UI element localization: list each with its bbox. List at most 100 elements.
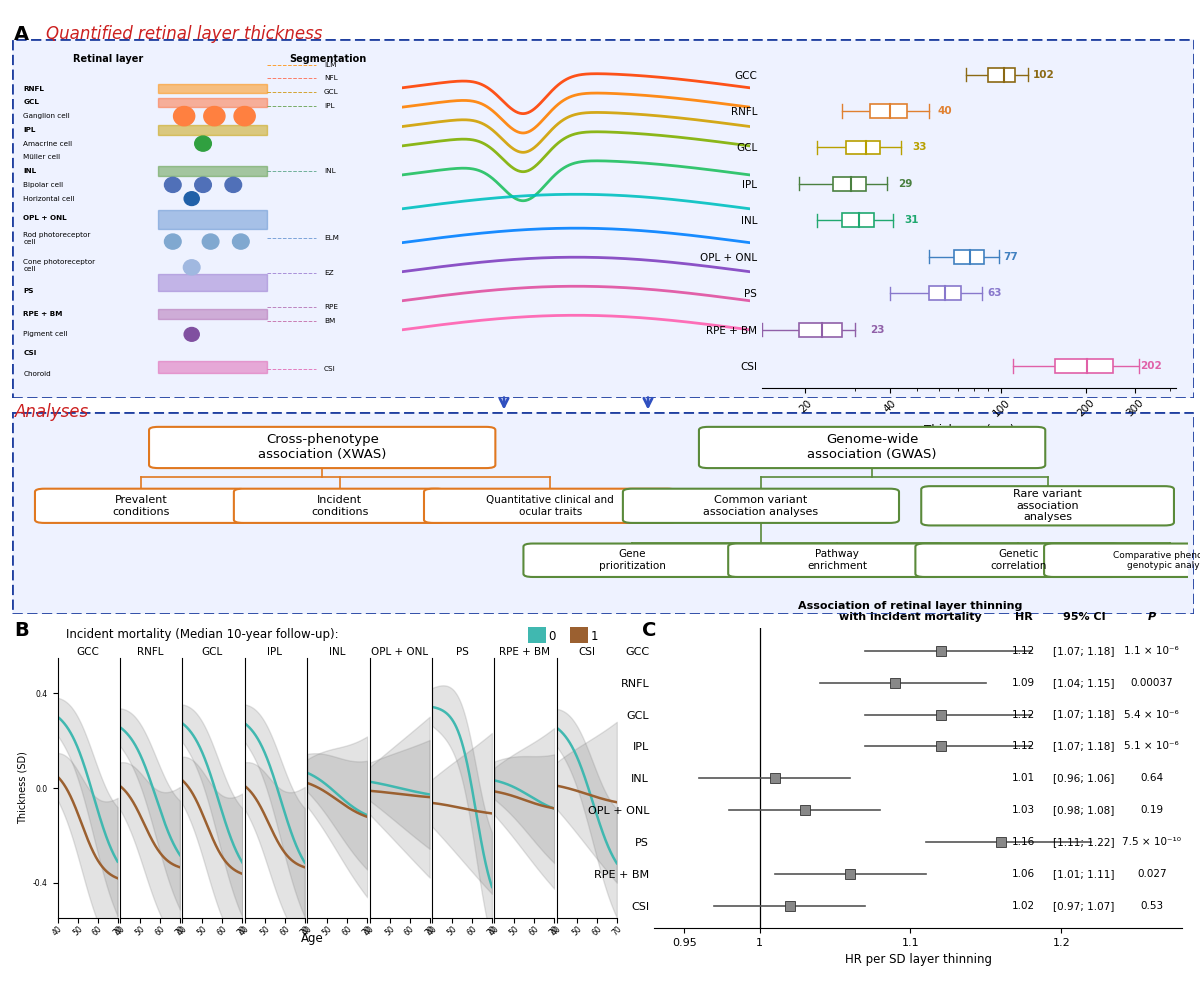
X-axis label: Thickness (μm): Thickness (μm) bbox=[924, 424, 1014, 437]
Text: NFL: NFL bbox=[324, 76, 337, 82]
Text: [1.07; 1.18]: [1.07; 1.18] bbox=[1054, 741, 1115, 751]
Text: C: C bbox=[642, 621, 656, 639]
Circle shape bbox=[184, 260, 200, 275]
Text: 1.1 × 10⁻⁶: 1.1 × 10⁻⁶ bbox=[1124, 646, 1180, 656]
Text: Pigment cell: Pigment cell bbox=[24, 331, 68, 338]
Text: Common variant
association analyses: Common variant association analyses bbox=[703, 495, 818, 517]
Bar bbox=[954, 249, 984, 263]
Title: INL: INL bbox=[329, 647, 346, 657]
FancyBboxPatch shape bbox=[523, 543, 742, 577]
Text: Comparative phenotypic-
genotypic analyses: Comparative phenotypic- genotypic analys… bbox=[1112, 551, 1200, 570]
Text: Prevalent
conditions: Prevalent conditions bbox=[112, 495, 169, 517]
Circle shape bbox=[164, 234, 181, 249]
Text: GCL: GCL bbox=[324, 89, 338, 95]
Bar bbox=[157, 361, 268, 373]
Text: 23: 23 bbox=[870, 325, 884, 335]
Text: Cone photoreceptor
cell: Cone photoreceptor cell bbox=[24, 259, 96, 272]
Text: IPL: IPL bbox=[24, 127, 36, 133]
Text: Rod photoreceptor
cell: Rod photoreceptor cell bbox=[24, 232, 91, 245]
Bar bbox=[1055, 359, 1112, 373]
Text: Quantified retinal layer thickness: Quantified retinal layer thickness bbox=[46, 25, 322, 42]
Text: Bipolar cell: Bipolar cell bbox=[24, 182, 64, 188]
Text: 0.64: 0.64 bbox=[1140, 773, 1163, 784]
Title: RNFL: RNFL bbox=[137, 647, 163, 657]
Bar bbox=[833, 177, 866, 191]
Text: RPE + BM: RPE + BM bbox=[24, 310, 62, 317]
Bar bbox=[157, 166, 268, 176]
Text: [0.96; 1.06]: [0.96; 1.06] bbox=[1054, 773, 1115, 784]
Text: Incident mortality (Median 10-year follow-up):: Incident mortality (Median 10-year follo… bbox=[66, 628, 338, 641]
Title: GCL: GCL bbox=[202, 647, 223, 657]
Y-axis label: Thickness (SD): Thickness (SD) bbox=[18, 751, 28, 825]
Text: 202: 202 bbox=[1140, 361, 1163, 371]
Bar bbox=[157, 210, 268, 229]
Text: Analyses: Analyses bbox=[14, 403, 89, 420]
FancyBboxPatch shape bbox=[623, 489, 899, 523]
Text: Cross-phenotype
association (XWAS): Cross-phenotype association (XWAS) bbox=[258, 433, 386, 462]
Circle shape bbox=[164, 178, 181, 192]
Title: OPL + ONL: OPL + ONL bbox=[371, 647, 428, 657]
Text: 7.5 × 10⁻¹⁰: 7.5 × 10⁻¹⁰ bbox=[1122, 837, 1181, 846]
Text: Ganglion cell: Ganglion cell bbox=[24, 113, 71, 119]
Circle shape bbox=[224, 178, 241, 192]
Text: 33: 33 bbox=[912, 142, 926, 152]
Text: RNFL: RNFL bbox=[24, 85, 44, 91]
Text: B: B bbox=[14, 621, 29, 639]
FancyBboxPatch shape bbox=[728, 543, 946, 577]
Text: Müller cell: Müller cell bbox=[24, 154, 61, 160]
Bar bbox=[157, 309, 268, 318]
FancyBboxPatch shape bbox=[12, 39, 1194, 398]
Text: [1.11; 1.22]: [1.11; 1.22] bbox=[1054, 837, 1115, 846]
Title: PS: PS bbox=[456, 647, 468, 657]
Text: Incident
conditions: Incident conditions bbox=[311, 495, 368, 517]
Text: Genome-wide
association (GWAS): Genome-wide association (GWAS) bbox=[808, 433, 937, 462]
Bar bbox=[842, 213, 874, 227]
Bar bbox=[157, 97, 268, 107]
Text: 0: 0 bbox=[548, 630, 556, 643]
Circle shape bbox=[204, 106, 224, 126]
Circle shape bbox=[194, 136, 211, 151]
Title: RPE + BM: RPE + BM bbox=[499, 647, 550, 657]
FancyBboxPatch shape bbox=[234, 489, 445, 523]
FancyBboxPatch shape bbox=[149, 427, 496, 468]
Text: HR: HR bbox=[1015, 612, 1032, 623]
Text: Age: Age bbox=[301, 932, 323, 945]
Text: 1.01: 1.01 bbox=[1012, 773, 1036, 784]
Title: IPL: IPL bbox=[268, 647, 282, 657]
Text: [0.97; 1.07]: [0.97; 1.07] bbox=[1054, 900, 1115, 910]
Text: EZ: EZ bbox=[324, 269, 334, 276]
FancyBboxPatch shape bbox=[35, 489, 247, 523]
Text: ILM: ILM bbox=[324, 62, 336, 68]
Circle shape bbox=[233, 234, 250, 249]
Text: [0.98; 1.08]: [0.98; 1.08] bbox=[1054, 805, 1115, 815]
Text: Quantitative clinical and
ocular traits: Quantitative clinical and ocular traits bbox=[486, 495, 614, 517]
Text: GCL: GCL bbox=[24, 99, 40, 105]
Text: 102: 102 bbox=[1032, 70, 1054, 80]
Text: 31: 31 bbox=[904, 215, 919, 225]
Text: [1.01; 1.11]: [1.01; 1.11] bbox=[1054, 869, 1115, 879]
Text: 1: 1 bbox=[590, 630, 598, 643]
Text: Rare variant
association
analyses: Rare variant association analyses bbox=[1013, 489, 1082, 522]
Text: Choroid: Choroid bbox=[24, 371, 52, 377]
Bar bbox=[157, 125, 268, 135]
FancyBboxPatch shape bbox=[922, 486, 1174, 525]
Text: PS: PS bbox=[24, 289, 34, 295]
Bar bbox=[157, 274, 268, 292]
Text: [1.07; 1.18]: [1.07; 1.18] bbox=[1054, 646, 1115, 656]
Bar bbox=[929, 287, 961, 300]
Text: INL: INL bbox=[24, 168, 37, 174]
Text: INL: INL bbox=[324, 168, 336, 174]
Text: 5.1 × 10⁻⁶: 5.1 × 10⁻⁶ bbox=[1124, 741, 1180, 751]
Text: Amacrine cell: Amacrine cell bbox=[24, 140, 73, 146]
Text: A: A bbox=[14, 25, 30, 43]
Text: Association of retinal layer thinning
with incident mortality: Association of retinal layer thinning wi… bbox=[798, 601, 1022, 623]
Title: CSI: CSI bbox=[578, 647, 595, 657]
Bar bbox=[799, 323, 842, 337]
Text: CSI: CSI bbox=[324, 365, 336, 372]
Text: 29: 29 bbox=[899, 179, 913, 189]
FancyBboxPatch shape bbox=[12, 412, 1194, 614]
FancyBboxPatch shape bbox=[424, 489, 677, 523]
FancyBboxPatch shape bbox=[698, 427, 1045, 468]
Text: [1.07; 1.18]: [1.07; 1.18] bbox=[1054, 710, 1115, 720]
Text: OPL + ONL: OPL + ONL bbox=[24, 214, 67, 221]
